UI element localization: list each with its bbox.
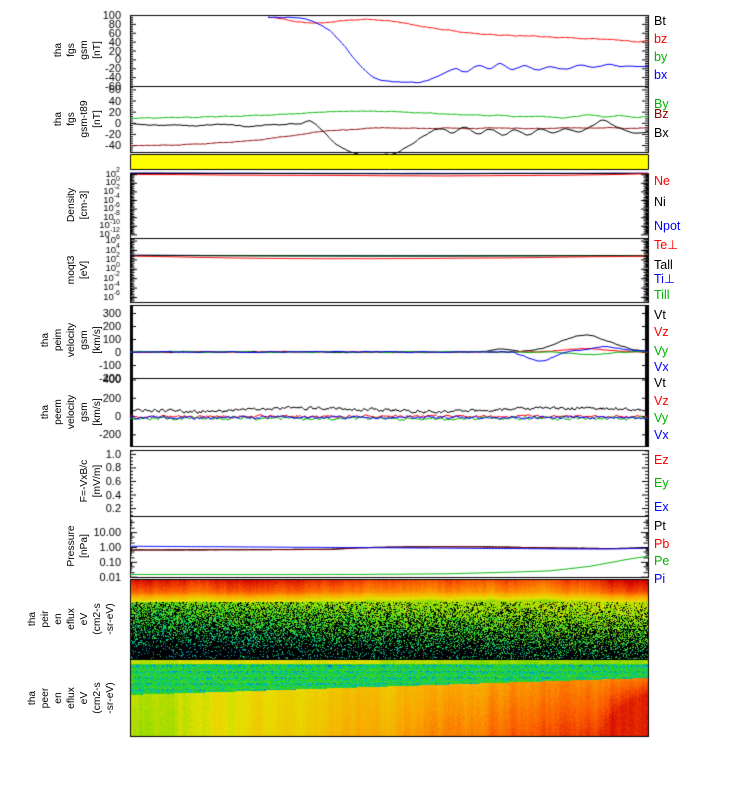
svg-text:Vt: Vt [654, 308, 666, 322]
svg-text:eflux: eflux [66, 607, 77, 630]
svg-text:Pe: Pe [654, 554, 669, 568]
svg-text:[eV]: [eV] [79, 261, 90, 279]
svg-text:Vx: Vx [654, 360, 669, 374]
svg-text:tha: tha [40, 405, 51, 420]
svg-text:-sr-eV): -sr-eV) [105, 682, 116, 713]
svg-text:Ey: Ey [654, 476, 669, 490]
svg-text:Vz: Vz [654, 325, 669, 339]
svg-text:Tall: Tall [654, 258, 673, 272]
svg-text:Pb: Pb [654, 537, 669, 551]
svg-text:Vx: Vx [654, 428, 669, 442]
svg-text:en: en [53, 613, 64, 625]
svg-text:fgs: fgs [66, 43, 77, 57]
svg-text:tha: tha [27, 691, 38, 706]
svg-text:Vy: Vy [654, 411, 669, 425]
svg-text:[km/s]: [km/s] [92, 326, 103, 354]
svg-text:Ni: Ni [654, 195, 666, 209]
svg-text:eV: eV [79, 613, 90, 626]
svg-text:tha: tha [40, 333, 51, 348]
svg-text:Vt: Vt [654, 376, 666, 390]
svg-text:Ti⊥: Ti⊥ [654, 272, 675, 286]
svg-text:peir: peir [40, 610, 51, 628]
svg-text:Ex: Ex [654, 500, 669, 514]
svg-text:[mV/m]: [mV/m] [92, 465, 103, 498]
svg-text:Ne: Ne [654, 174, 670, 188]
svg-text:[nT]: [nT] [92, 110, 103, 128]
svg-text:Te⊥: Te⊥ [654, 238, 678, 252]
svg-text:eV: eV [79, 692, 90, 705]
svg-text:velocity: velocity [66, 322, 77, 357]
svg-text:Bx: Bx [654, 126, 669, 140]
svg-text:Density: Density [66, 187, 77, 222]
svg-text:F=-VxB/c: F=-VxB/c [79, 460, 90, 503]
svg-text:Till: Till [654, 288, 670, 302]
svg-text:-sr-eV): -sr-eV) [105, 603, 116, 634]
svg-text:[km/s]: [km/s] [92, 398, 103, 426]
svg-text:[nT]: [nT] [92, 41, 103, 59]
svg-text:peer: peer [40, 687, 51, 708]
svg-text:tha: tha [53, 43, 64, 58]
svg-text:gsm: gsm [79, 402, 90, 421]
svg-text:peem: peem [53, 399, 64, 425]
svg-text:gsm-t89: gsm-t89 [79, 100, 90, 137]
svg-text:Pi: Pi [654, 572, 665, 586]
svg-text:Npot: Npot [654, 219, 681, 233]
svg-text:Ez: Ez [654, 453, 669, 467]
svg-text:Vy: Vy [654, 344, 669, 358]
svg-text:(cm2-s: (cm2-s [92, 603, 103, 634]
svg-text:Pt: Pt [654, 519, 666, 533]
svg-text:gsm: gsm [79, 330, 90, 349]
svg-text:bz: bz [654, 32, 667, 46]
svg-text:fgs: fgs [66, 112, 77, 126]
svg-text:by: by [654, 50, 668, 64]
svg-text:[cm-3]: [cm-3] [79, 191, 90, 220]
svg-text:gsm: gsm [79, 40, 90, 59]
svg-text:[nPa]: [nPa] [79, 534, 90, 558]
svg-text:Vz: Vz [654, 394, 669, 408]
svg-text:Bt: Bt [654, 14, 666, 28]
svg-text:tha: tha [27, 612, 38, 627]
svg-text:bx: bx [654, 68, 668, 82]
svg-text:eflux: eflux [66, 686, 77, 709]
svg-text:velocity: velocity [66, 394, 77, 429]
svg-text:Bz: Bz [654, 107, 669, 121]
svg-text:tha: tha [53, 112, 64, 127]
svg-text:(cm2-s: (cm2-s [92, 682, 103, 713]
svg-text:en: en [53, 692, 64, 704]
svg-text:peim: peim [53, 329, 64, 351]
svg-text:Pressure: Pressure [66, 525, 77, 566]
svg-text:moqt3: moqt3 [66, 255, 77, 284]
